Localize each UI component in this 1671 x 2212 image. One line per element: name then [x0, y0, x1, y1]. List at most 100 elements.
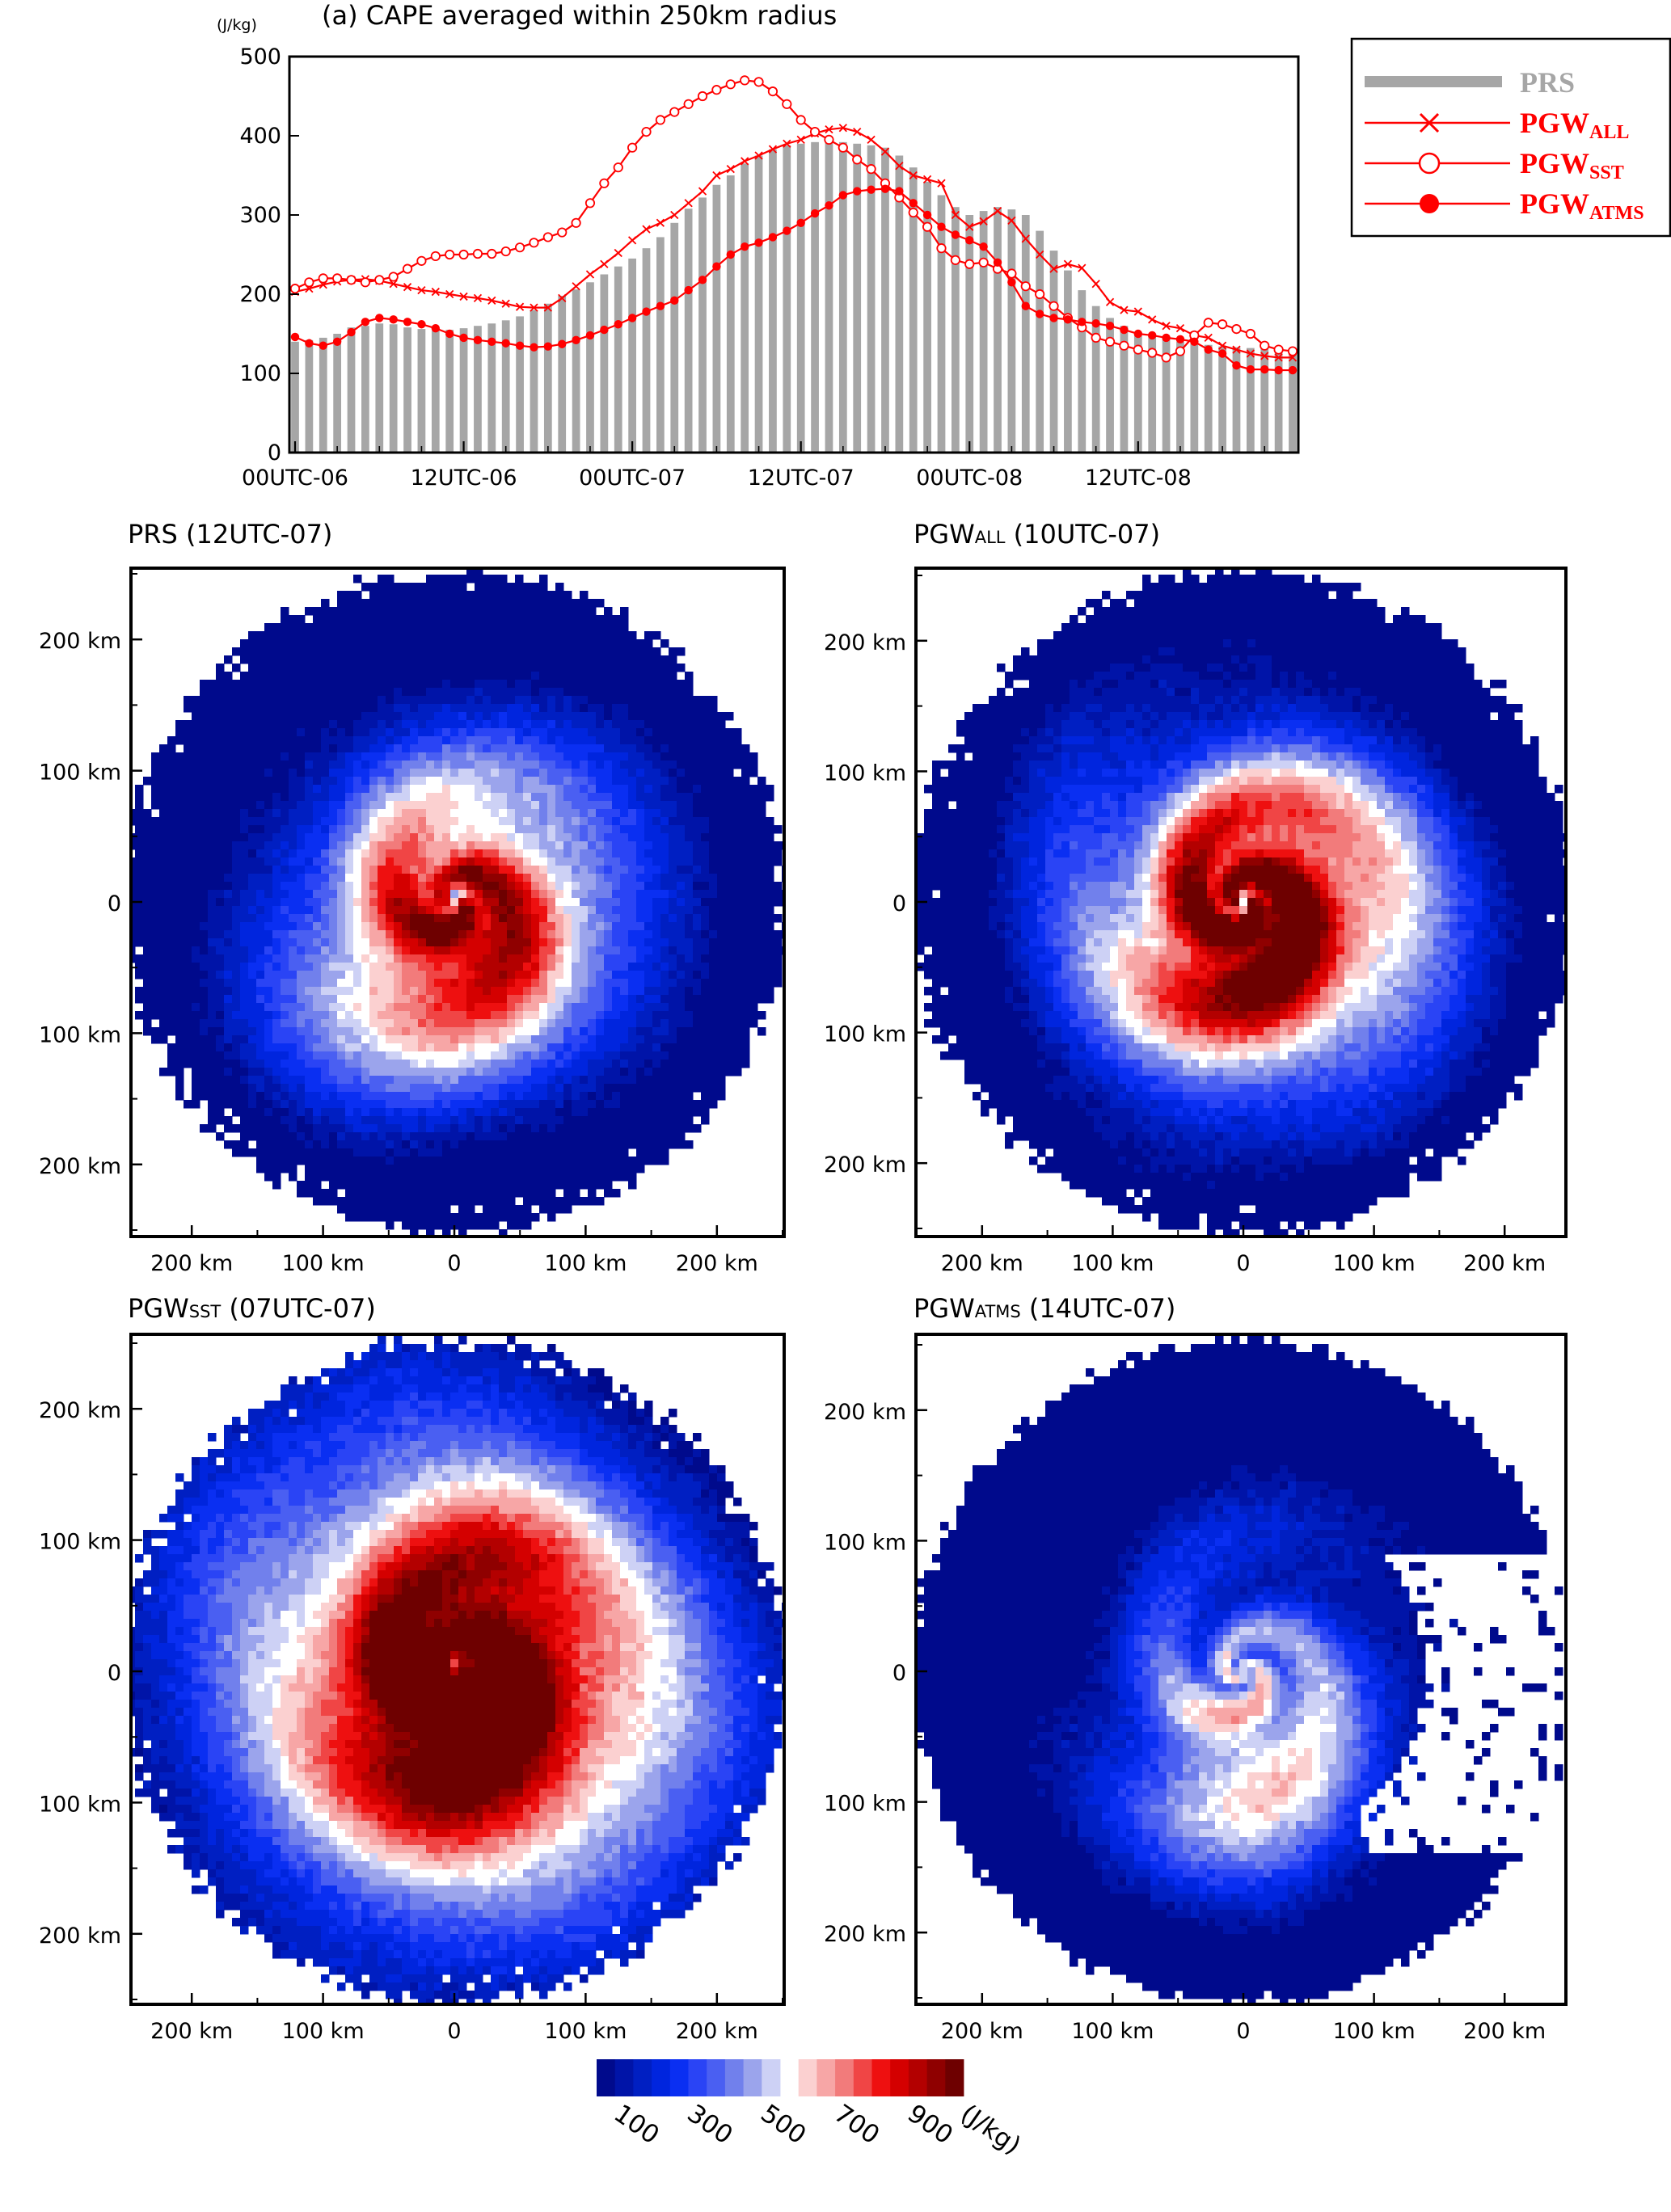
grid-cell	[289, 809, 297, 818]
grid-cell	[531, 655, 540, 664]
grid-cell	[539, 833, 548, 842]
grid-cell	[184, 752, 192, 761]
grid-cell	[555, 946, 564, 955]
y-tick-label: 300	[239, 203, 281, 228]
grid-cell	[515, 1148, 524, 1157]
grid-cell	[321, 1051, 330, 1060]
grid-cell	[240, 979, 249, 988]
grid-cell	[466, 1084, 475, 1093]
grid-cell	[200, 922, 209, 931]
grid-cell	[272, 1076, 281, 1085]
grid-cell	[475, 599, 483, 608]
grid-cell	[652, 938, 661, 947]
grid-cell	[208, 793, 217, 802]
point-pgw_all	[473, 293, 483, 303]
grid-cell	[192, 761, 200, 769]
grid-cell	[369, 866, 378, 874]
grid-cell	[515, 728, 524, 737]
grid-cell	[596, 655, 605, 664]
grid-cell	[200, 1027, 209, 1036]
grid-cell	[378, 777, 386, 786]
grid-cell	[192, 1027, 200, 1036]
grid-cell	[378, 1148, 386, 1157]
grid-cell	[547, 591, 556, 600]
grid-cell	[434, 1132, 443, 1141]
grid-cell	[272, 898, 281, 907]
grid-cell	[660, 946, 669, 955]
grid-cell	[547, 890, 556, 899]
grid-cell	[466, 922, 475, 931]
grid-cell	[200, 752, 209, 761]
grid-cell	[402, 882, 411, 891]
grid-cell	[248, 906, 257, 915]
grid-cell	[394, 946, 403, 955]
grid-cell	[386, 922, 395, 931]
grid-cell	[588, 1084, 597, 1093]
grid-cell	[442, 809, 451, 818]
grid-cell	[563, 987, 572, 996]
grid-cell	[660, 688, 669, 697]
grid-cell	[458, 680, 467, 689]
point-pgw_all	[1036, 250, 1044, 259]
grid-cell	[620, 882, 629, 891]
grid-cell	[256, 1019, 265, 1028]
grid-cell	[523, 607, 532, 616]
grid-cell	[281, 1148, 289, 1157]
grid-cell	[426, 680, 435, 689]
grid-cell	[175, 793, 184, 802]
grid-cell	[272, 1124, 281, 1133]
grid-cell	[475, 1003, 483, 1012]
grid-cell	[580, 914, 589, 923]
grid-cell	[337, 1076, 346, 1085]
grid-cell	[289, 882, 297, 891]
grid-cell	[483, 736, 492, 745]
grid-cell	[386, 704, 395, 713]
point-pgw_atms	[1288, 365, 1298, 375]
point-pgw_atms	[1246, 364, 1255, 374]
grid-cell	[466, 825, 475, 834]
grid-cell	[636, 1116, 645, 1125]
grid-cell	[216, 1108, 225, 1117]
grid-cell	[458, 1132, 467, 1141]
grid-cell	[572, 736, 580, 745]
grid-cell	[588, 672, 597, 680]
grid-cell	[256, 898, 265, 907]
grid-cell	[281, 1124, 289, 1133]
grid-cell	[596, 979, 605, 988]
grid-cell	[345, 971, 354, 980]
prs-bar	[825, 141, 833, 453]
grid-cell	[483, 1165, 492, 1173]
grid-cell	[281, 809, 289, 818]
grid-cell	[418, 1019, 427, 1028]
grid-cell	[604, 680, 613, 689]
grid-cell	[628, 639, 637, 648]
grid-cell	[256, 866, 265, 874]
grid-cell	[184, 1035, 192, 1044]
grid-cell	[135, 987, 144, 996]
grid-cell	[200, 987, 209, 996]
grid-cell	[313, 1092, 322, 1101]
grid-cell	[628, 1132, 637, 1141]
grid-cell	[256, 639, 265, 648]
grid-cell	[289, 761, 297, 769]
grid-cell	[628, 914, 637, 923]
grid-cell	[329, 1035, 338, 1044]
grid-cell	[216, 971, 225, 980]
grid-cell	[499, 1165, 508, 1173]
grid-cell	[361, 857, 370, 866]
grid-cell	[450, 1051, 459, 1060]
grid-cell	[434, 1165, 443, 1173]
grid-cell	[515, 882, 524, 891]
point-pgw_all	[543, 303, 552, 312]
grid-cell	[281, 1003, 289, 1012]
grid-cell	[361, 906, 370, 915]
grid-cell	[369, 1157, 378, 1165]
point-pgw_sst	[1119, 340, 1129, 351]
grid-cell	[192, 1060, 200, 1068]
grid-cell	[450, 1181, 459, 1190]
grid-cell	[135, 841, 144, 850]
grid-cell	[264, 680, 273, 689]
grid-cell	[297, 801, 306, 810]
grid-cell	[604, 1116, 613, 1125]
grid-cell	[523, 591, 532, 600]
